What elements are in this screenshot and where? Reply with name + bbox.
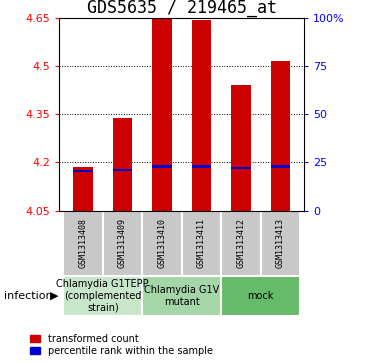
Text: GSM1313410: GSM1313410: [158, 218, 167, 268]
Text: GSM1313412: GSM1313412: [237, 218, 246, 268]
Text: GSM1313411: GSM1313411: [197, 218, 206, 268]
Bar: [231, 167, 251, 170]
Text: Chlamydia G1V
mutant: Chlamydia G1V mutant: [144, 285, 219, 307]
Bar: [182, 211, 221, 276]
Text: infection: infection: [4, 291, 52, 301]
Bar: [192, 165, 211, 168]
Title: GDS5635 / 219465_at: GDS5635 / 219465_at: [87, 0, 277, 17]
Bar: [221, 276, 300, 316]
Bar: [103, 211, 142, 276]
Bar: [271, 61, 290, 211]
Text: GSM1313413: GSM1313413: [276, 218, 285, 268]
Bar: [192, 20, 211, 211]
Bar: [142, 211, 182, 276]
Bar: [73, 167, 93, 211]
Bar: [152, 165, 172, 168]
Bar: [152, 17, 172, 211]
Bar: [113, 118, 132, 211]
Bar: [73, 170, 93, 172]
Text: GSM1313409: GSM1313409: [118, 218, 127, 268]
Bar: [142, 276, 221, 316]
Bar: [221, 211, 261, 276]
Text: ▶: ▶: [50, 291, 59, 301]
Bar: [271, 165, 290, 168]
Text: GSM1313408: GSM1313408: [79, 218, 88, 268]
Bar: [231, 85, 251, 211]
Bar: [63, 211, 103, 276]
Bar: [113, 168, 132, 171]
Text: Chlamydia G1TEPP
(complemented
strain): Chlamydia G1TEPP (complemented strain): [56, 279, 149, 313]
Bar: [63, 276, 142, 316]
Text: mock: mock: [247, 291, 274, 301]
Bar: [261, 211, 300, 276]
Legend: transformed count, percentile rank within the sample: transformed count, percentile rank withi…: [30, 334, 213, 356]
